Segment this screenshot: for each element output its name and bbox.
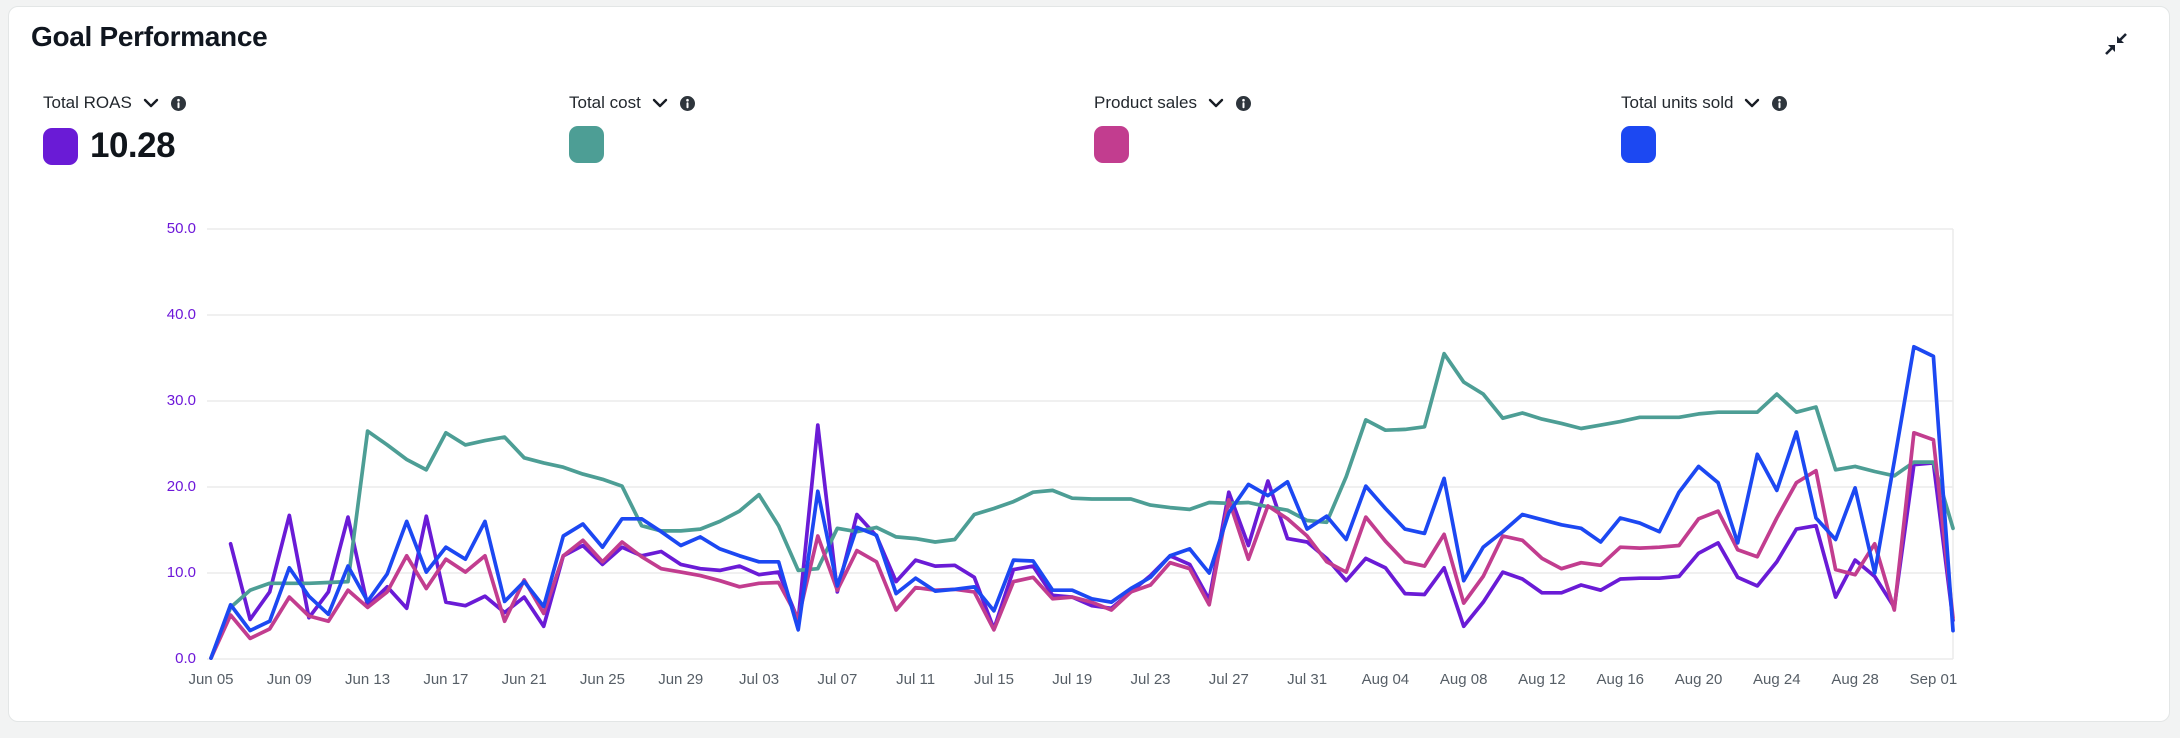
info-icon[interactable] bbox=[1235, 95, 1252, 112]
metric-total-cost: Total cost bbox=[569, 93, 696, 163]
metric-label: Total ROAS bbox=[43, 93, 132, 112]
series-swatch-total-cost bbox=[569, 126, 604, 163]
chevron-down-icon[interactable] bbox=[1208, 96, 1224, 110]
metric-total-roas: Total ROAS 10.28 bbox=[43, 93, 187, 166]
collapse-button[interactable] bbox=[2103, 29, 2133, 59]
series-swatch-total-roas bbox=[43, 127, 78, 165]
series-swatch-product-sales bbox=[1094, 126, 1129, 163]
collapse-icon bbox=[2105, 33, 2127, 55]
metric-value: 10.28 bbox=[90, 126, 176, 165]
metric-total-units-sold: Total units sold bbox=[1621, 93, 1788, 163]
page-title: Goal Performance bbox=[31, 21, 268, 52]
info-icon[interactable] bbox=[170, 95, 187, 112]
metric-dropdown-total-cost[interactable]: Total cost bbox=[569, 93, 696, 113]
chevron-down-icon[interactable] bbox=[652, 96, 668, 110]
metric-dropdown-product-sales[interactable]: Product sales bbox=[1094, 93, 1252, 113]
metric-product-sales: Product sales bbox=[1094, 93, 1252, 163]
metric-label: Total cost bbox=[569, 93, 641, 112]
metric-label: Total units sold bbox=[1621, 93, 1734, 112]
info-icon[interactable] bbox=[1771, 95, 1788, 112]
series-swatch-total-units-sold bbox=[1621, 126, 1656, 163]
metric-label: Product sales bbox=[1094, 93, 1197, 112]
chevron-down-icon[interactable] bbox=[143, 96, 159, 110]
metric-dropdown-total-units-sold[interactable]: Total units sold bbox=[1621, 93, 1788, 113]
chevron-down-icon[interactable] bbox=[1744, 96, 1760, 110]
info-icon[interactable] bbox=[679, 95, 696, 112]
goal-performance-card: Goal Performance Total ROAS bbox=[8, 6, 2170, 722]
metric-dropdown-total-roas[interactable]: Total ROAS bbox=[43, 93, 187, 113]
